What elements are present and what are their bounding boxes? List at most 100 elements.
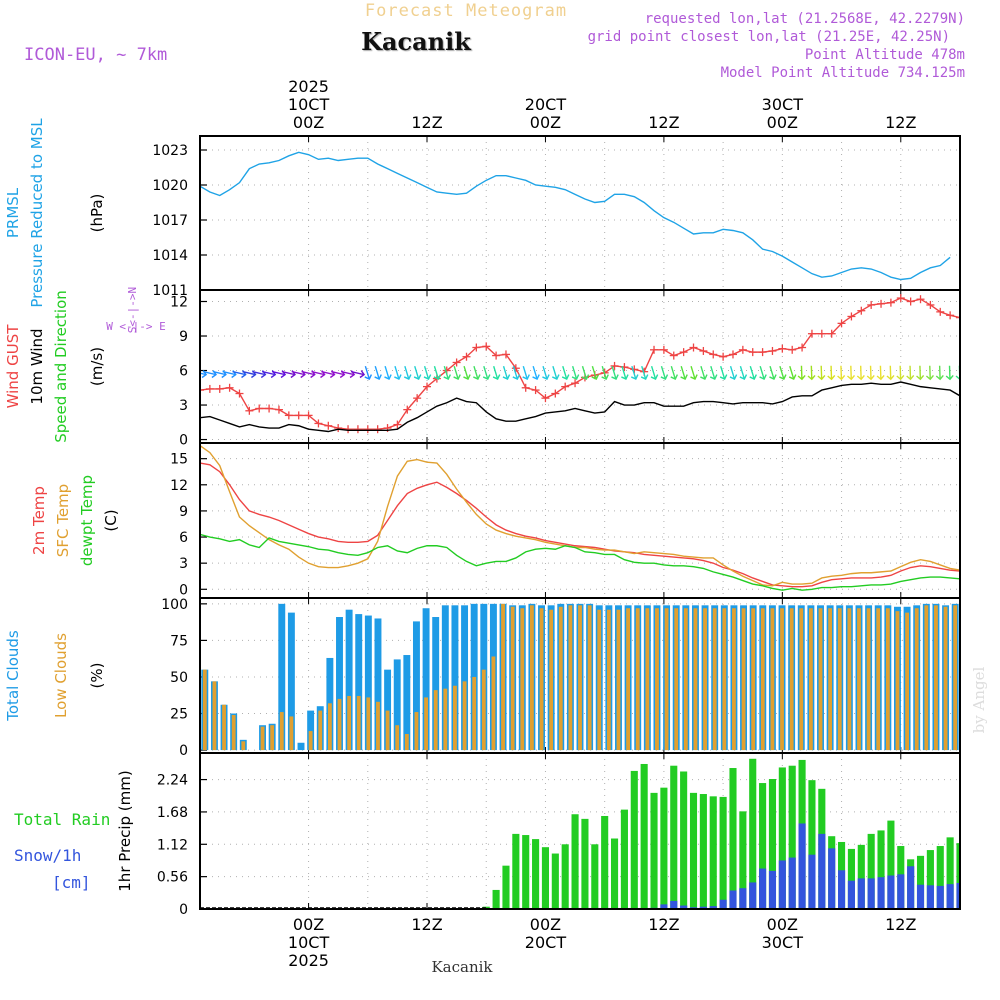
top-hour: 12Z (411, 113, 442, 132)
low-cloud-bar (616, 609, 621, 751)
ytick-label: 1020 (152, 178, 188, 194)
wind-arrow-head (690, 374, 698, 380)
wind-arrow (769, 365, 777, 380)
unit-wind: (m/s) (88, 347, 106, 386)
snow-bar (778, 860, 786, 909)
ylabel-temperature-0: 2m Temp (30, 486, 48, 555)
wind-arrow-head (670, 374, 679, 380)
wind-arrow (680, 365, 688, 380)
low-cloud-bar (722, 608, 727, 751)
model-label: ICON-EU, ~ 7km (24, 45, 167, 65)
wind-arrow-head (846, 374, 856, 381)
wind-arrow (827, 365, 836, 381)
wind-arrow-shaft (512, 365, 519, 380)
wind-arrow-shaft (869, 365, 872, 380)
low-cloud-bar (626, 608, 631, 751)
rain-bar (699, 794, 707, 909)
rain-bar (591, 844, 599, 909)
grid-precip (200, 753, 960, 910)
wind-arrow-shaft (222, 370, 236, 376)
ytick-label: 1011 (152, 283, 188, 299)
low-cloud-bar (395, 725, 400, 751)
total-cloud-bar (451, 605, 459, 751)
wind-arrow-shaft (938, 365, 941, 380)
rain-bar (581, 818, 589, 909)
snow-bar (709, 906, 717, 909)
wind-arrow-shaft (271, 370, 286, 376)
wind-arrow (700, 365, 708, 380)
unit-temperature: (C) (102, 509, 120, 531)
rain-bar (551, 853, 559, 909)
wind-arrow-shaft (749, 365, 755, 380)
series-line-dewpt-temp (200, 533, 960, 591)
wind-arrow-head (837, 374, 846, 381)
top-date: 20CT (525, 95, 567, 114)
wind-arrow-head (680, 374, 688, 380)
ytick-label: 12 (170, 478, 188, 494)
series-line-sfc-temp (200, 445, 960, 587)
rain-bar (847, 848, 855, 909)
wind-arrow (374, 365, 382, 380)
low-cloud-bar (414, 712, 419, 751)
ytick-label: 6 (179, 364, 188, 380)
wind-arrow (690, 365, 698, 380)
wind-arrow (532, 365, 540, 380)
wind-arrow-shaft (963, 366, 976, 379)
snow-bar (838, 870, 846, 909)
wind-arrow (935, 365, 944, 381)
wind-arrow-head (561, 374, 570, 380)
panel-pressure: 1011 1014 1017 1020 1023 PRMSL Pressure Reduce… (4, 118, 961, 308)
content-wind (200, 294, 996, 434)
snow-bar (680, 905, 688, 909)
rain-bar (926, 850, 934, 909)
wind-arrow (482, 365, 491, 380)
wind-arrow-shaft (321, 370, 335, 376)
wind-arrow-head (788, 374, 797, 380)
wind-arrow-shaft (850, 365, 852, 380)
total-cloud-bar (461, 605, 469, 751)
bottom-hour: 12Z (648, 915, 679, 934)
rain-bar (660, 787, 668, 909)
ytick-label: 0 (179, 902, 188, 918)
total-cloud-bar (287, 612, 295, 751)
wind-arrow (571, 365, 580, 380)
location-title: Kacanik (361, 27, 472, 56)
product-title: Forecast Meteogram (365, 1, 567, 21)
snow-bar (887, 875, 895, 909)
wind-arrow (640, 365, 649, 380)
wind-arrow-shaft (973, 366, 986, 379)
low-cloud-bar (655, 608, 659, 751)
wind-arrow-head (827, 374, 836, 381)
wind-arrow (591, 365, 600, 380)
low-cloud-bar (453, 685, 457, 751)
bottom-time-label: 12Z (648, 915, 679, 934)
rain-bar (956, 843, 960, 909)
wind-arrow (759, 365, 767, 380)
rain-bar (966, 834, 973, 909)
wind-arrow (876, 365, 885, 381)
rain-bar (492, 889, 500, 909)
low-cloud-bar (674, 608, 679, 751)
wind-arrow-shaft (522, 365, 528, 380)
wind-arrow-head (364, 374, 373, 380)
series-line-prmsl (200, 151, 951, 281)
wind-arrow-shaft (983, 366, 996, 379)
series-line-wind-gust (200, 297, 960, 430)
wind-arrow-shaft (311, 370, 325, 376)
wind-arrow (423, 365, 432, 380)
top-hour: 12Z (648, 113, 679, 132)
bottom-hour: 12Z (885, 915, 916, 934)
snow-bar (916, 884, 925, 909)
wind-arrow-shaft (759, 365, 765, 380)
wind-arrow (364, 365, 373, 380)
ylabel-pressure-0: PRMSL (4, 187, 22, 238)
ytick-label: 9 (179, 504, 188, 520)
snow-bar (768, 870, 777, 909)
ylabel-clouds-1: Low Clouds (52, 633, 70, 718)
low-cloud-bar (712, 608, 717, 751)
rain-bar (916, 855, 925, 909)
low-cloud-bar (385, 710, 390, 751)
total-cloud-bar (432, 617, 440, 751)
wind-arrow (749, 365, 757, 380)
